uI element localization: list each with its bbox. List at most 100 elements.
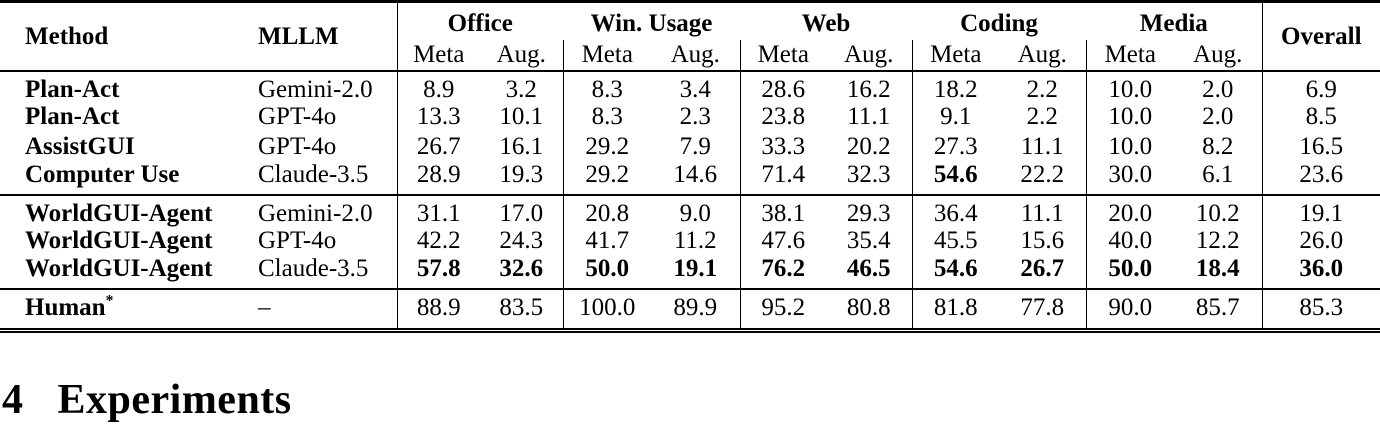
mllm-cell: Gemini-2.0 [258, 75, 373, 103]
value-cell: 20.0 [1085, 194, 1175, 226]
value-cell: 29.3 [846, 199, 891, 227]
value-cell: 10.1 [499, 103, 544, 130]
table-row: WorldGUI-Agent Claude-3.5 57.8 32.6 50.0 19.1… [0, 254, 1380, 289]
overall-cell: 8.5 [1261, 101, 1380, 132]
group-header-coding: Coding [960, 9, 1038, 37]
value-cell: 33.3 [739, 131, 827, 162]
value-cell: 19.1 [673, 254, 718, 282]
value-cell: 38.1 [739, 194, 827, 226]
value-cell: 46.5 [846, 254, 891, 282]
value-cell: 89.9 [673, 294, 718, 322]
value-cell: 2.3 [679, 103, 711, 130]
value-cell: 10.0 [1085, 70, 1175, 102]
value-cell: 23.8 [739, 101, 827, 132]
table-row: WorldGUI-Agent Gemini-2.0 31.1 17.0 20.8 9.0 3… [0, 194, 1380, 227]
subcol-header-media-meta: Meta [1085, 39, 1175, 71]
mllm-cell: – [258, 294, 271, 322]
value-cell: 83.5 [499, 294, 544, 322]
method-cell: WorldGUI-Agent [0, 226, 255, 256]
value-cell: 81.8 [911, 288, 1000, 331]
method-cell: Human* [0, 289, 255, 331]
mllm-cell: GPT-4o [258, 133, 337, 160]
group-header-media: Media [1139, 9, 1208, 37]
value-cell: 90.0 [1085, 288, 1175, 331]
value-cell: 2.0 [1202, 103, 1234, 130]
mllm-cell: Claude-3.5 [258, 160, 369, 188]
table-row: Human* –88.9 83.5 100.0 89.9 95.2 80.8 81.8 77.8… [0, 288, 1380, 331]
value-cell: 28.6 [739, 70, 827, 102]
overall-cell: 36.0 [1261, 255, 1380, 289]
value-cell: 26.7 [396, 131, 480, 162]
value-cell: 80.8 [846, 294, 891, 322]
value-cell: 9.0 [679, 199, 711, 227]
value-cell: 50.0 [562, 255, 652, 289]
value-cell: 22.2 [1020, 160, 1065, 188]
value-cell: 40.0 [1085, 225, 1175, 256]
subcol-header-win-aug: Aug. [670, 41, 720, 68]
section-heading: 4 Experiments [2, 379, 1380, 421]
value-cell: 85.7 [1195, 294, 1240, 322]
value-cell: 36.4 [911, 194, 1000, 226]
value-cell: 35.4 [846, 227, 891, 254]
section-number: 4 [2, 377, 24, 423]
mllm-cell: GPT-4o [258, 103, 337, 130]
overall-cell: 19.1 [1261, 194, 1380, 226]
method-name: Computer Use [25, 160, 180, 188]
overall-cell: 6.9 [1261, 70, 1380, 102]
col-header-method: Method [25, 22, 109, 50]
method-name: Human [25, 294, 106, 322]
section-title: Experiments [57, 377, 292, 423]
table-row: Computer Use Claude-3.5 28.9 19.3 29.2 14.6 71… [0, 160, 1380, 195]
value-cell: 11.2 [673, 227, 717, 254]
value-cell: 12.2 [1195, 227, 1240, 254]
value-cell: 10.0 [1085, 101, 1175, 132]
method-cell: WorldGUI-Agent [0, 256, 255, 289]
value-cell: 17.0 [499, 199, 544, 227]
value-cell: 29.2 [562, 131, 652, 162]
overall-cell: 85.3 [1261, 288, 1380, 331]
value-cell: 8.3 [562, 101, 652, 132]
value-cell: 77.8 [1020, 294, 1065, 322]
group-header-web: Web [801, 9, 851, 37]
table-row: WorldGUI-Agent GPT-4o 42.2 24.3 41.7 11.2 47.6… [0, 225, 1380, 256]
header-group-row: Method MLLM Office Win. Usage Web Coding… [0, 1, 1380, 71]
value-cell: 16.2 [846, 75, 891, 103]
value-cell: 30.0 [1085, 161, 1175, 195]
overall-cell: 26.0 [1261, 225, 1380, 256]
method-cell: AssistGUI [0, 132, 255, 162]
method-name: WorldGUI-Agent [25, 199, 213, 227]
value-cell: 11.1 [847, 103, 891, 130]
value-cell: 13.3 [396, 101, 480, 132]
table-row: Plan-Act GPT-4o 13.3 10.1 8.3 2.3 23.8 11.1 9.1 2… [0, 101, 1380, 132]
method-cell: Plan-Act [0, 71, 255, 102]
value-cell: 29.2 [562, 161, 652, 195]
col-header-mllm: MLLM [258, 22, 339, 50]
value-cell: 41.7 [562, 225, 652, 256]
value-cell: 11.1 [1020, 199, 1064, 227]
value-cell: 57.8 [396, 255, 480, 289]
header-sub-row: Meta Aug. Meta Aug. Meta Aug. Meta Aug. … [0, 39, 1380, 71]
method-name: Plan-Act [25, 103, 120, 130]
method-footnote-marker: * [105, 292, 114, 310]
value-cell: 7.9 [679, 133, 711, 160]
value-cell: 10.0 [1085, 131, 1175, 162]
method-cell: WorldGUI-Agent [0, 195, 255, 226]
value-cell: 15.6 [1020, 227, 1065, 254]
value-cell: 28.9 [396, 161, 480, 195]
table-row: Plan-Act Gemini-2.0 8.9 3.2 8.3 3.4 28.6 16.2 18… [0, 70, 1380, 103]
value-cell: 11.1 [1020, 133, 1064, 160]
mllm-cell: GPT-4o [258, 227, 337, 254]
value-cell: 31.1 [396, 194, 480, 226]
value-cell: 32.6 [499, 254, 544, 282]
method-name: WorldGUI-Agent [25, 227, 213, 254]
value-cell: 27.3 [911, 131, 1000, 162]
value-cell: 50.0 [1085, 255, 1175, 289]
group-header-win-usage: Win. Usage [590, 9, 713, 37]
value-cell: 9.1 [911, 101, 1000, 132]
value-cell: 20.8 [562, 194, 652, 226]
subcol-header-web-meta: Meta [739, 39, 827, 71]
value-cell: 10.2 [1195, 199, 1240, 227]
method-name: Plan-Act [25, 75, 120, 103]
value-cell: 54.6 [911, 255, 1000, 289]
value-cell: 6.1 [1202, 160, 1234, 188]
